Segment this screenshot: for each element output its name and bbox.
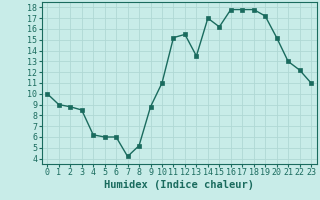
X-axis label: Humidex (Indice chaleur): Humidex (Indice chaleur) <box>104 180 254 190</box>
